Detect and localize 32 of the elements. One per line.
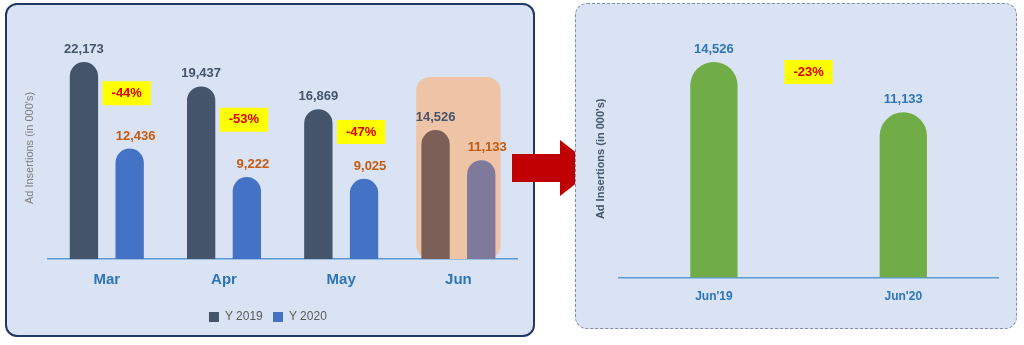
data-label: 19,437: [181, 65, 222, 81]
annotation: -47%: [345, 123, 377, 139]
bar: [421, 130, 450, 259]
x-tick-label: Mar: [93, 270, 121, 288]
x-tick-label: Jun'19: [695, 289, 733, 304]
bar: [349, 178, 379, 259]
bar: [232, 177, 262, 259]
data-label: 14,526: [415, 109, 456, 125]
bar: [304, 109, 333, 259]
annotation: -23%: [793, 63, 825, 79]
y-axis-title: Ad Insertions (in 000's): [22, 91, 35, 205]
bar: [115, 148, 144, 259]
legend-label: Y 2019: [224, 309, 264, 324]
x-tick-label: Apr: [211, 270, 238, 288]
bar: [467, 160, 496, 259]
data-label: 12,436: [115, 127, 156, 143]
annotation: -53%: [228, 111, 260, 127]
data-label: 14,526: [694, 40, 734, 56]
data-label: 11,133: [883, 91, 923, 107]
bar: [186, 86, 216, 259]
x-tick-label: Jun'20: [884, 289, 923, 304]
data-label: 11,133: [467, 139, 507, 155]
x-tick-label: May: [326, 270, 357, 288]
data-label: 9,025: [353, 157, 387, 173]
annotation: -44%: [111, 84, 143, 100]
bar: [69, 62, 99, 259]
x-tick-label: Jun: [445, 270, 472, 288]
data-label: 9,222: [236, 156, 270, 172]
legend-label: Y 2020: [289, 309, 328, 324]
y-axis-title: Ad Insertions (in 000's): [593, 98, 606, 220]
data-label: 16,869: [298, 88, 339, 104]
data-label: 22,173: [64, 41, 104, 57]
